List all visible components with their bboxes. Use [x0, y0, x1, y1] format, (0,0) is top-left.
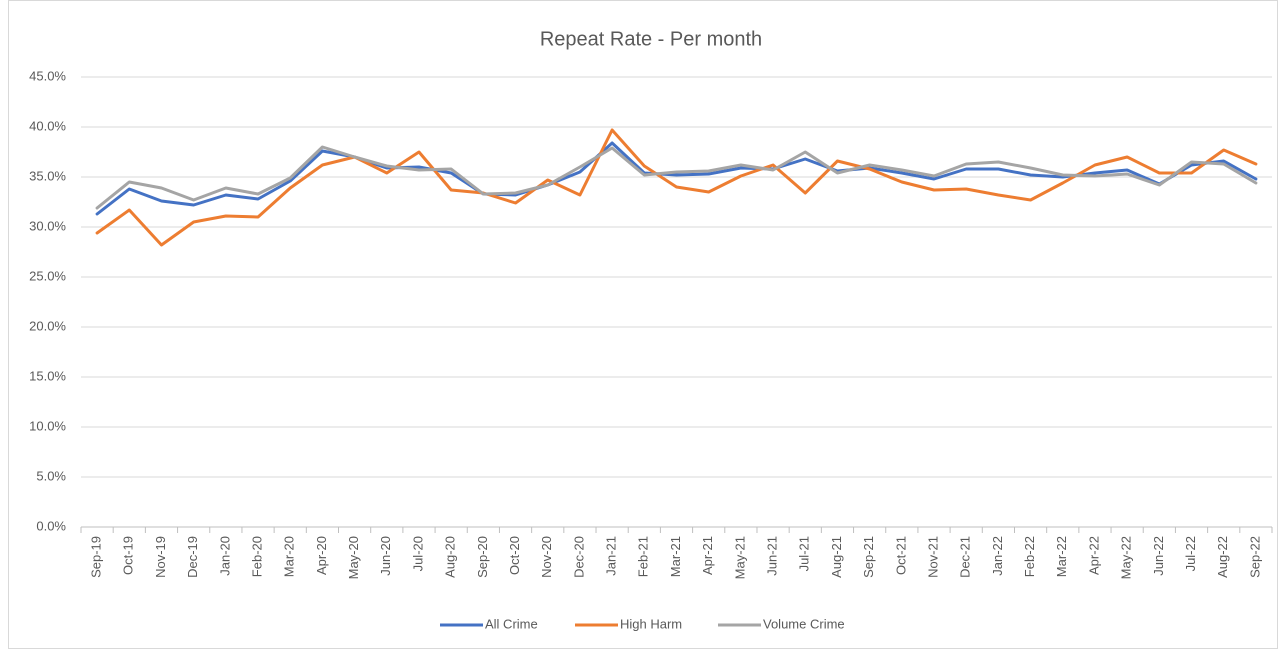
x-tick-label: Dec-19: [185, 536, 200, 578]
x-tick-label: Jun-22: [1151, 536, 1166, 576]
x-tick-label: Feb-22: [1022, 536, 1037, 577]
y-tick-label: 35.0%: [29, 168, 66, 183]
x-tick-label: Jun-21: [765, 536, 780, 576]
y-tick-label: 15.0%: [29, 368, 66, 383]
legend-label: High Harm: [620, 616, 682, 631]
y-tick-label: 5.0%: [36, 468, 66, 483]
x-tick-label: Mar-22: [1054, 536, 1069, 577]
x-tick-label: Dec-21: [958, 536, 973, 578]
chart-frame: [8, 0, 1278, 649]
x-tick-label: Aug-22: [1215, 536, 1230, 578]
x-tick-label: Jan-22: [990, 536, 1005, 576]
x-tick-label: Jul-22: [1183, 536, 1198, 571]
x-tick-label: Jul-20: [410, 536, 425, 571]
x-tick-label: May-21: [732, 536, 747, 579]
x-tick-label: May-22: [1119, 536, 1134, 579]
x-tick-label: Apr-22: [1086, 536, 1101, 575]
x-tick-label: Feb-20: [249, 536, 264, 577]
legend-label: Volume Crime: [763, 616, 845, 631]
y-tick-label: 0.0%: [36, 518, 66, 533]
x-tick-label: Sep-21: [861, 536, 876, 578]
y-tick-label: 25.0%: [29, 268, 66, 283]
x-tick-label: Oct-21: [893, 536, 908, 575]
x-tick-label: May-20: [346, 536, 361, 579]
chart-title: Repeat Rate - Per month: [540, 28, 762, 50]
y-tick-label: 40.0%: [29, 118, 66, 133]
x-tick-label: Jan-21: [604, 536, 619, 576]
series-line: [95, 145, 1258, 210]
x-tick-label: Sep-19: [89, 536, 104, 578]
x-tick-label: Aug-20: [443, 536, 458, 578]
x-tick-label: Sep-22: [1247, 536, 1262, 578]
x-tick-label: Oct-20: [507, 536, 522, 575]
y-tick-label: 10.0%: [29, 418, 66, 433]
x-tick-label: Oct-19: [121, 536, 136, 575]
x-tick-label: Nov-21: [925, 536, 940, 578]
y-tick-label: 45.0%: [29, 68, 66, 83]
x-tick-label: Mar-21: [668, 536, 683, 577]
x-tick-label: Feb-21: [636, 536, 651, 577]
y-tick-label: 30.0%: [29, 218, 66, 233]
x-tick-label: Jul-21: [797, 536, 812, 571]
x-tick-label: Nov-19: [153, 536, 168, 578]
x-tick-label: Dec-20: [571, 536, 586, 578]
x-tick-label: Sep-20: [475, 536, 490, 578]
x-tick-label: Jan-20: [217, 536, 232, 576]
x-tick-label: Aug-21: [829, 536, 844, 578]
x-tick-label: Nov-20: [539, 536, 554, 578]
y-tick-label: 20.0%: [29, 318, 66, 333]
series-line: [95, 141, 1258, 216]
x-tick-label: Mar-20: [282, 536, 297, 577]
series-line: [95, 128, 1258, 247]
legend-label: All Crime: [485, 616, 538, 631]
x-tick-label: Jun-20: [378, 536, 393, 576]
x-tick-label: Apr-20: [314, 536, 329, 575]
x-tick-label: Apr-21: [700, 536, 715, 575]
